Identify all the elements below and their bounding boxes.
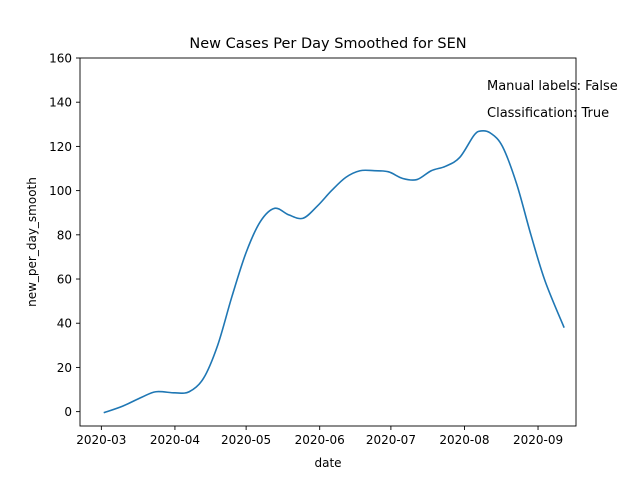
annotation-classification: Classification: True: [487, 106, 609, 121]
y-tick-label: 160: [49, 52, 72, 66]
y-axis-label: new_per_day_smooth: [25, 177, 39, 307]
y-tick-label: 100: [49, 184, 72, 198]
x-tick-label: 2020-07: [366, 433, 416, 447]
y-axis-ticks: 0 20 40 60 80 100 120 140 160: [49, 52, 80, 419]
x-axis-ticks: 2020-03 2020-04 2020-05 2020-06 2020-07 2020-…: [76, 426, 563, 447]
y-tick-label: 120: [49, 140, 72, 154]
annotation-manual-labels: Manual labels: False: [487, 79, 618, 94]
y-tick-label: 40: [57, 317, 72, 331]
series-line: [103, 129, 565, 414]
y-tick-label: 80: [57, 228, 72, 242]
y-tick-label: 140: [49, 96, 72, 110]
x-tick-label: 2020-09: [513, 433, 563, 447]
y-tick-label: 20: [57, 361, 72, 375]
x-tick-label: 2020-03: [76, 433, 126, 447]
y-tick-label: 60: [57, 273, 72, 287]
chart-title: New Cases Per Day Smoothed for SEN: [189, 36, 466, 52]
x-axis-label: date: [314, 456, 341, 470]
y-tick-label: 0: [64, 405, 72, 419]
x-tick-label: 2020-05: [221, 433, 271, 447]
x-tick-label: 2020-04: [150, 433, 200, 447]
x-tick-label: 2020-06: [295, 433, 345, 447]
x-tick-label: 2020-08: [439, 433, 489, 447]
plot-frame: [79, 57, 577, 427]
